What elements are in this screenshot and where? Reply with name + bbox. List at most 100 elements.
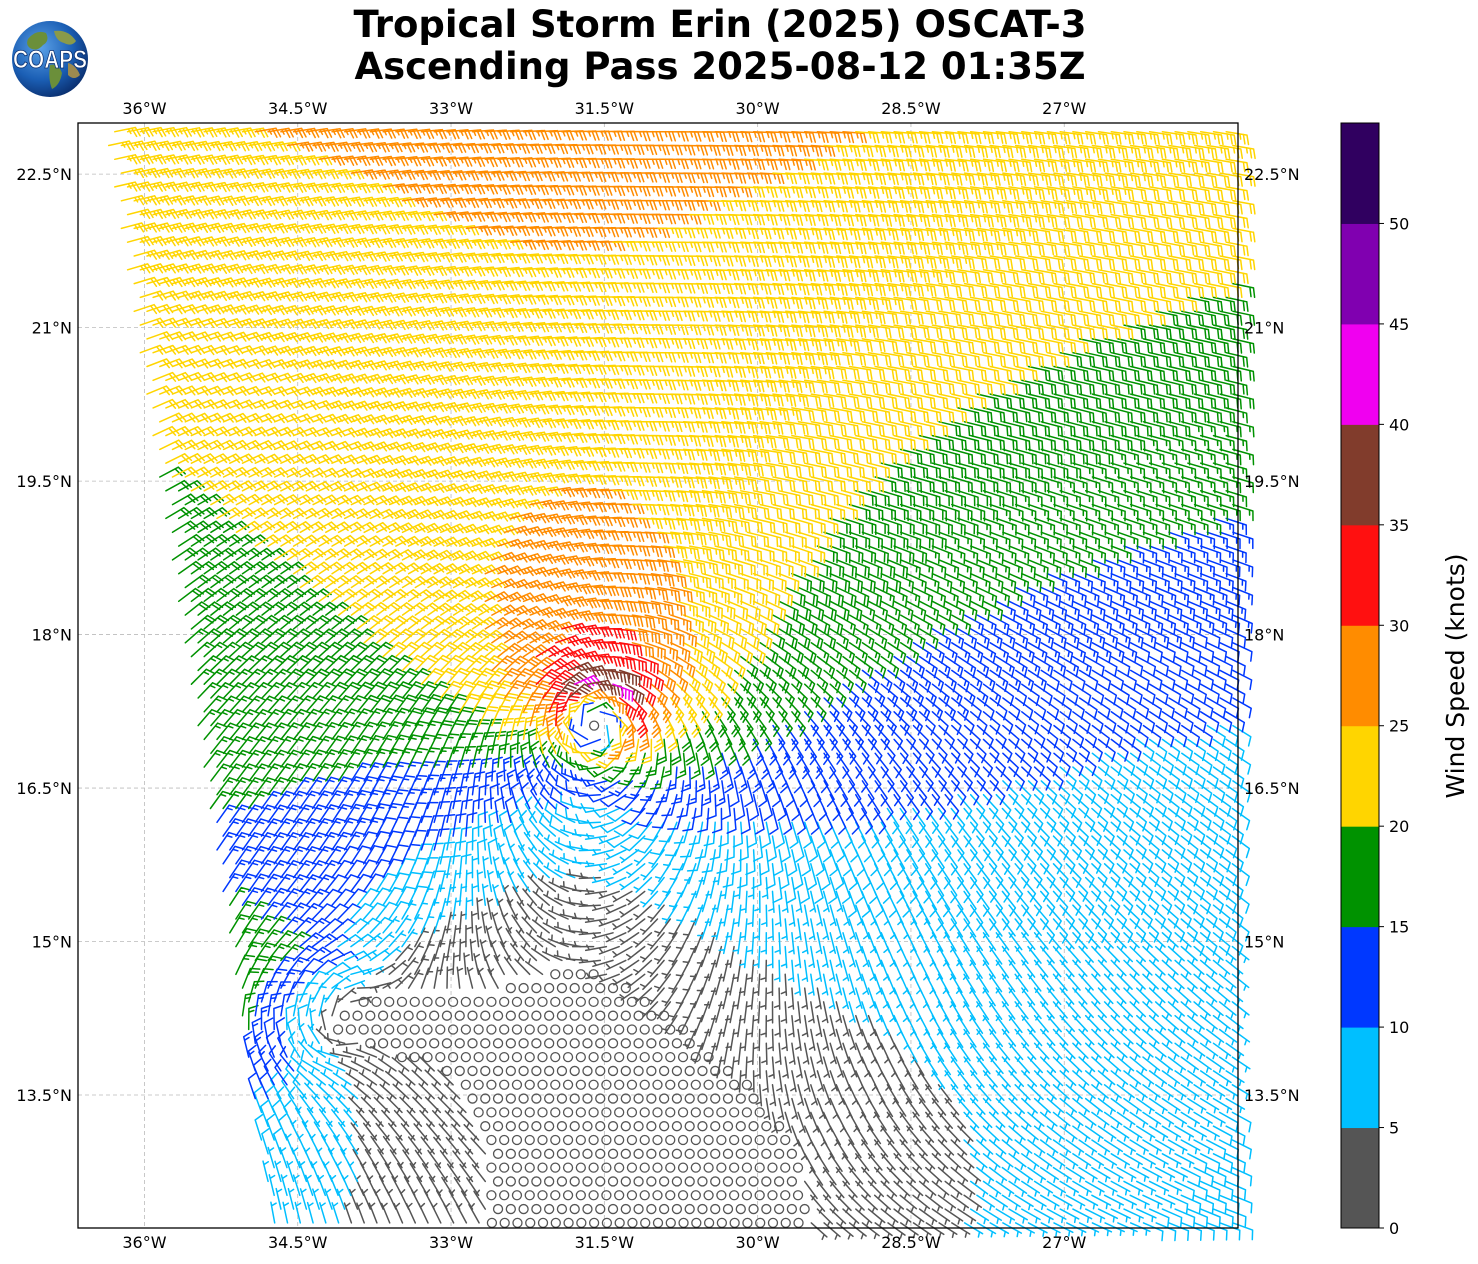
calm-wind-marker <box>518 1148 529 1159</box>
wind-barb <box>1103 1084 1122 1102</box>
wind-barb <box>1027 1056 1044 1076</box>
wind-barb <box>969 1208 990 1225</box>
wind-barb <box>1148 1125 1169 1142</box>
wind-barb <box>1212 1125 1233 1147</box>
calm-wind-marker <box>499 1190 510 1201</box>
wind-barb <box>867 1208 886 1226</box>
wind-barb <box>1046 1125 1065 1143</box>
wind-barb <box>270 1201 277 1224</box>
wind-barb <box>873 1028 884 1050</box>
wind-barb <box>315 1026 333 1045</box>
calm-wind-marker <box>467 1065 478 1077</box>
wind-barb <box>1110 1153 1131 1169</box>
calm-wind-marker <box>332 1024 344 1035</box>
wind-barb <box>1078 1084 1096 1102</box>
wind-barb <box>1167 1028 1186 1047</box>
wind-barb <box>1027 1139 1046 1157</box>
calm-wind-marker <box>480 1121 491 1132</box>
wind-barb <box>1231 1056 1251 1073</box>
calm-wind-marker <box>575 1051 586 1063</box>
wind-barb <box>1187 1125 1207 1141</box>
calm-wind-marker <box>671 1176 683 1187</box>
wind-barb <box>855 987 863 1009</box>
calm-wind-marker <box>460 1079 472 1090</box>
calm-wind-marker <box>626 1024 638 1035</box>
calm-wind-marker <box>595 1203 606 1215</box>
calm-wind-marker <box>492 1203 504 1215</box>
wind-barb <box>275 1017 286 1045</box>
wind-barb <box>1021 1125 1039 1143</box>
calm-wind-marker <box>409 996 420 1008</box>
calm-wind-marker <box>671 1065 683 1077</box>
wind-barb <box>1052 1166 1072 1183</box>
wind-barb <box>639 1001 659 1018</box>
calm-wind-marker <box>544 1176 555 1187</box>
wind-barb <box>1148 959 1166 978</box>
wind-barb <box>407 942 424 962</box>
wind-barb <box>784 1111 792 1134</box>
wind-barb <box>1193 1028 1212 1046</box>
calm-wind-marker <box>677 1051 689 1063</box>
wind-barb <box>822 1056 831 1079</box>
calm-wind-marker <box>620 1038 631 1049</box>
wind-barb <box>988 1111 1006 1130</box>
wind-barb <box>1129 1139 1149 1155</box>
wind-barb <box>296 1061 314 1086</box>
wind-barb <box>1161 1014 1179 1033</box>
wind-barb <box>317 1174 327 1197</box>
wind-barb <box>754 1056 761 1079</box>
wind-barb <box>899 1166 916 1186</box>
calm-wind-marker <box>569 982 580 994</box>
calm-wind-marker <box>722 1176 734 1187</box>
calm-wind-marker <box>524 1190 535 1201</box>
wind-barb <box>1206 1084 1226 1100</box>
calm-wind-marker <box>761 1121 772 1132</box>
calm-wind-marker <box>799 1203 810 1215</box>
wind-barb <box>456 966 464 989</box>
wind-barb <box>324 1057 346 1072</box>
wind-barb <box>957 1208 977 1225</box>
calm-wind-marker <box>575 1024 586 1035</box>
calm-wind-marker <box>658 1148 670 1159</box>
wind-barb <box>835 1001 843 1024</box>
wind-barb <box>412 1094 429 1114</box>
calm-wind-marker <box>531 1121 542 1132</box>
calm-wind-marker <box>505 1203 516 1215</box>
wind-barb <box>297 1004 308 1031</box>
wind-barb <box>1110 1208 1131 1223</box>
calm-wind-marker <box>595 1065 606 1077</box>
calm-wind-marker <box>518 1203 529 1215</box>
calm-wind-marker <box>396 1051 408 1063</box>
wind-barb <box>401 957 419 976</box>
wind-barb <box>1103 1111 1123 1129</box>
wind-barb <box>1142 1056 1161 1074</box>
calm-wind-marker <box>582 1010 593 1021</box>
calm-wind-marker <box>607 1038 619 1049</box>
calm-wind-marker <box>505 1176 516 1187</box>
calm-wind-marker <box>626 1134 638 1146</box>
wind-barb <box>324 984 342 1003</box>
calm-wind-marker <box>480 1065 491 1077</box>
calm-wind-marker <box>671 1148 683 1159</box>
wind-barb <box>479 939 487 962</box>
calm-wind-marker <box>728 1107 740 1118</box>
calm-wind-marker <box>422 1024 433 1035</box>
calm-wind-marker <box>358 996 369 1008</box>
wind-barb <box>324 961 352 976</box>
calm-wind-marker <box>403 1010 414 1021</box>
calm-wind-marker <box>633 1203 644 1215</box>
calm-wind-marker <box>569 1121 580 1132</box>
wind-barb <box>957 1014 970 1036</box>
calm-wind-marker <box>575 1134 586 1146</box>
wind-barb <box>746 959 755 983</box>
wind-barb <box>988 1166 1008 1184</box>
calm-wind-marker <box>792 1162 804 1173</box>
calm-wind-marker <box>741 1162 753 1173</box>
wind-barb <box>360 1094 378 1114</box>
wind-barb <box>766 1001 774 1024</box>
wind-barb <box>1078 1001 1094 1021</box>
calm-wind-marker <box>761 1176 772 1187</box>
wind-barb <box>797 1084 805 1106</box>
wind-barb <box>1078 973 1094 993</box>
wind-barb <box>1225 1208 1247 1227</box>
